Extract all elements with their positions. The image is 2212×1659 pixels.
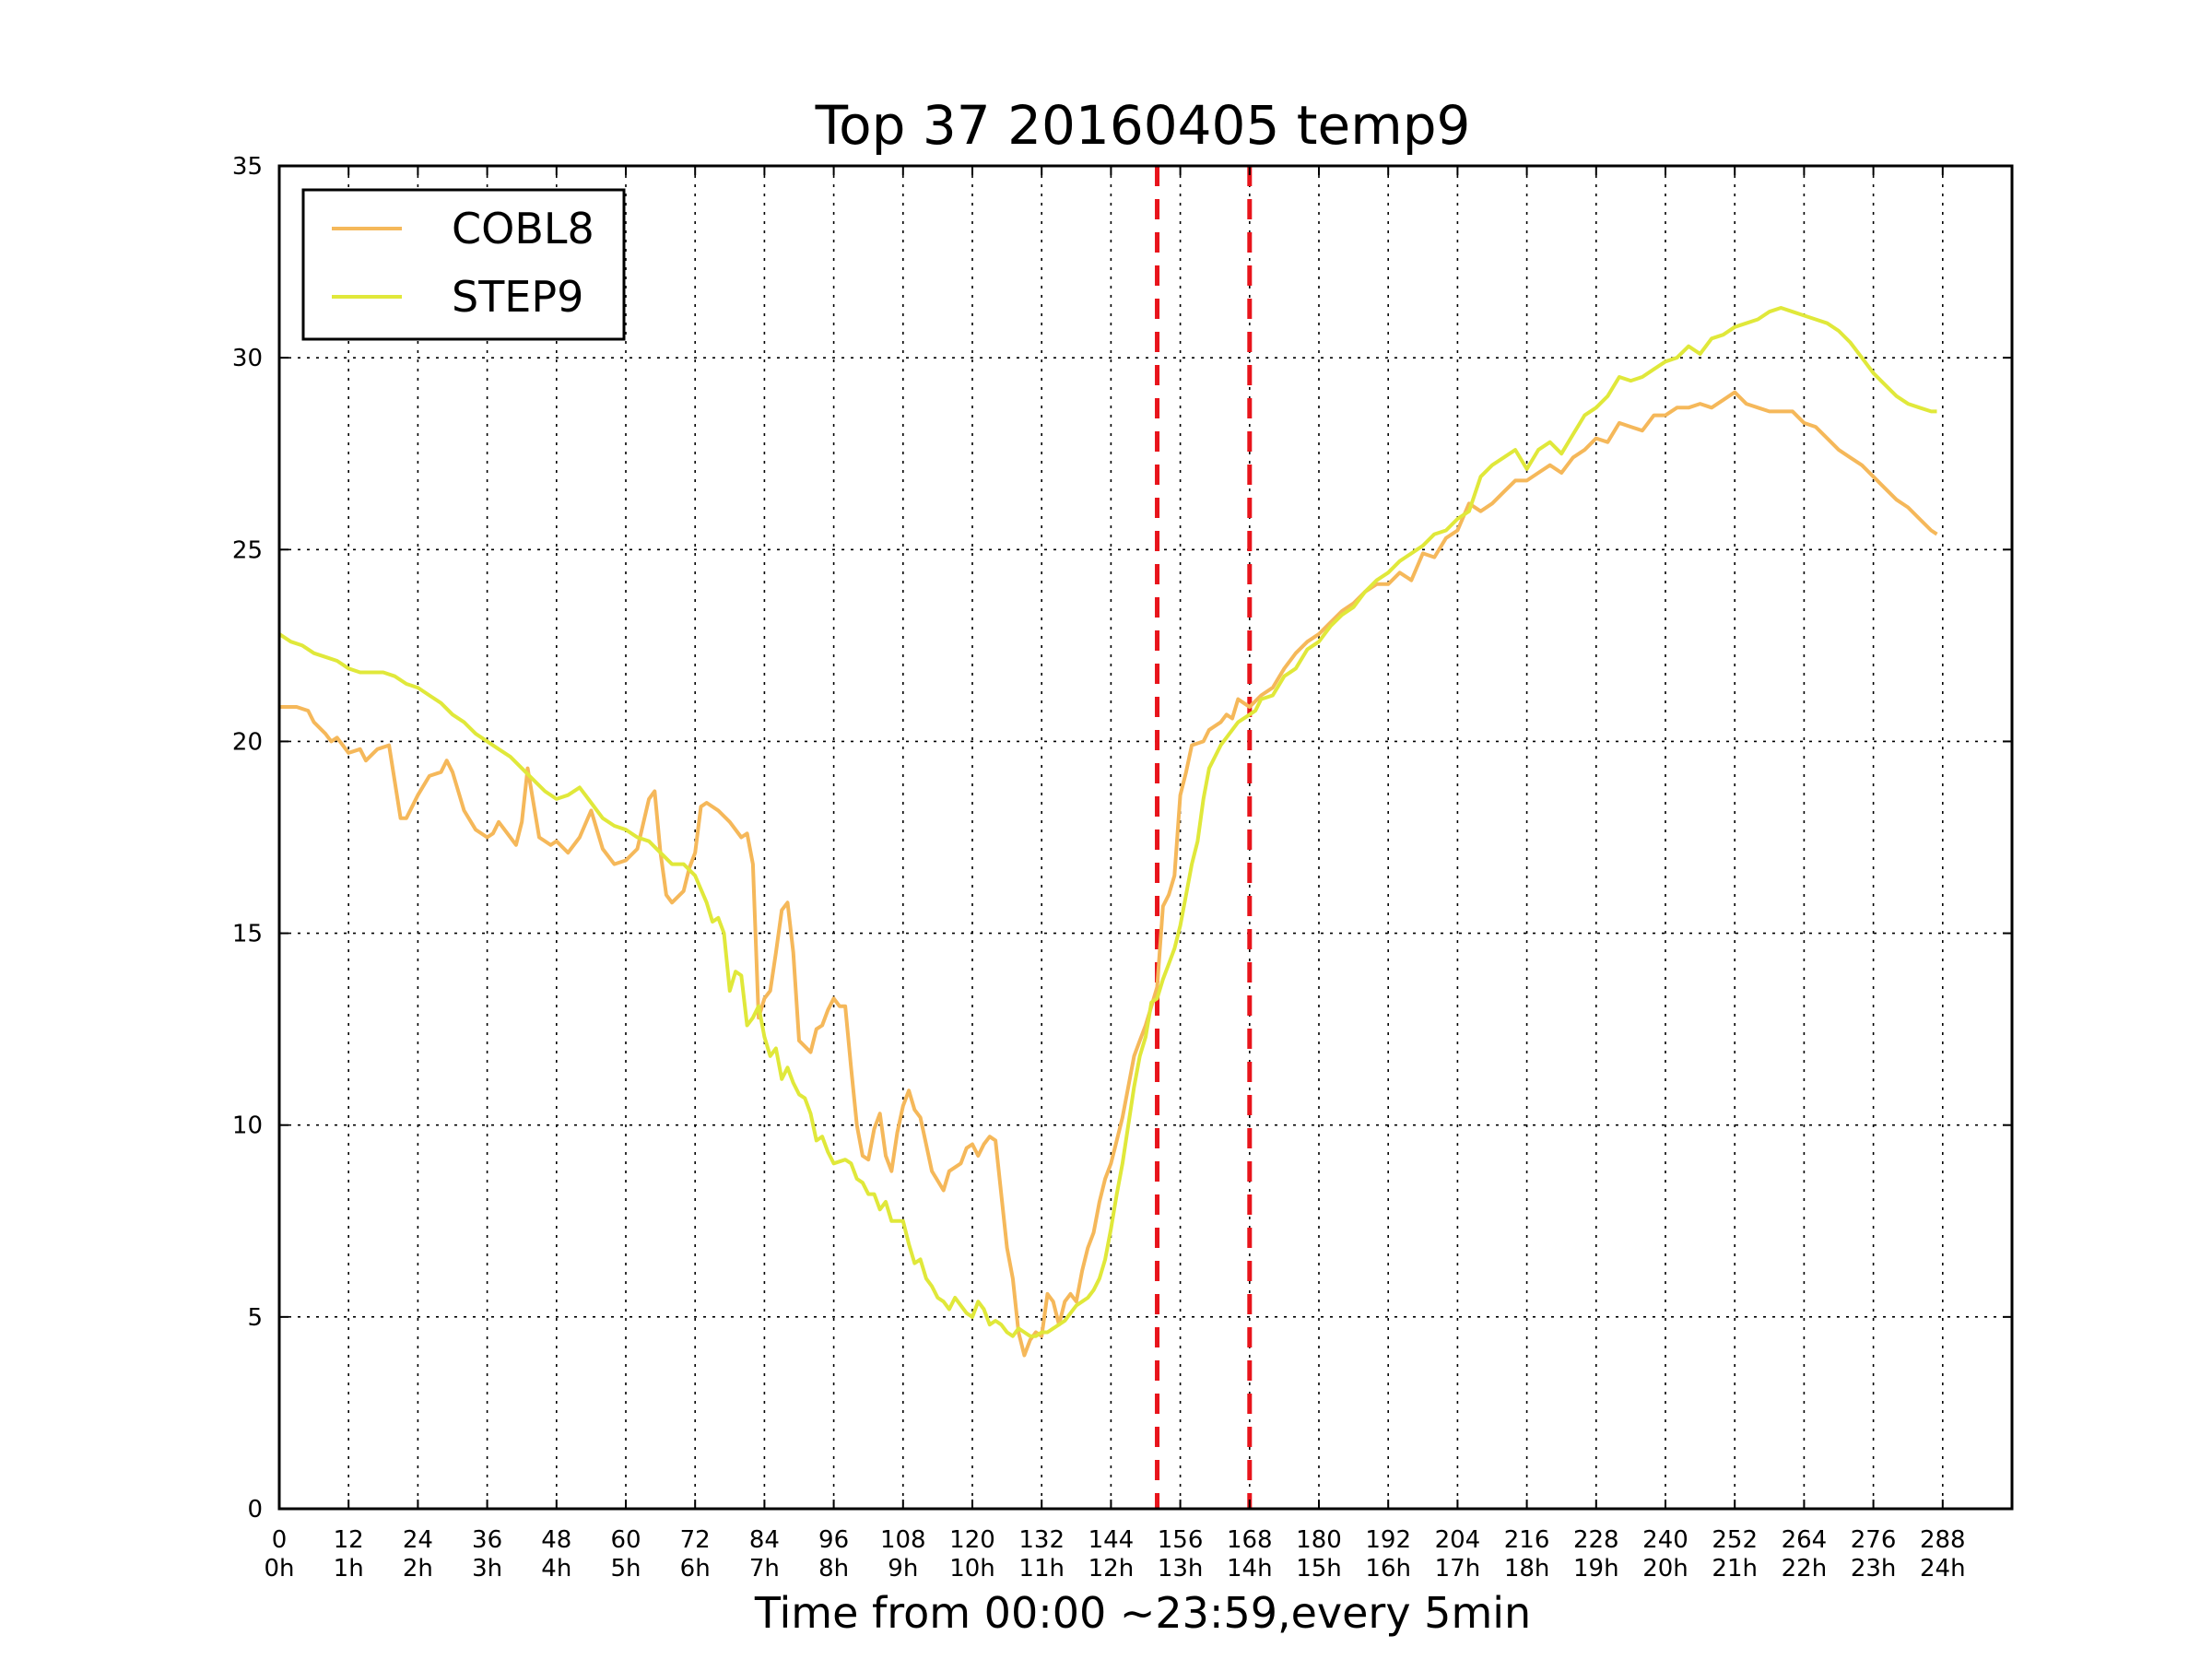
x-tick-sublabel: 18h: [1504, 1555, 1550, 1583]
x-tick-label: 60: [610, 1526, 641, 1554]
x-tick-label: 264: [1782, 1526, 1828, 1554]
x-tick-label: 48: [541, 1526, 571, 1554]
series-line-step9: [277, 306, 1937, 1338]
series-lines: [277, 306, 1938, 1358]
legend-label-step9: STEP9: [452, 272, 583, 322]
y-tick-label: 15: [232, 921, 263, 948]
grid-lines: [279, 166, 2012, 1509]
y-tick-label: 5: [247, 1304, 263, 1332]
x-tick-label: 288: [1920, 1526, 1966, 1554]
x-tick-sublabel: 9h: [888, 1555, 918, 1583]
legend-label-cobl8: COBL8: [452, 204, 594, 253]
x-tick-label: 132: [1018, 1526, 1065, 1554]
y-tick-label: 10: [232, 1112, 263, 1140]
x-tick-sublabel: 21h: [1712, 1555, 1758, 1583]
x-tick-sublabel: 16h: [1365, 1555, 1411, 1583]
x-tick-sublabel: 17h: [1435, 1555, 1481, 1583]
x-tick-label: 180: [1296, 1526, 1342, 1554]
x-tick-label: 228: [1573, 1526, 1619, 1554]
x-tick-sublabel: 4h: [541, 1555, 571, 1583]
y-tick-label: 35: [232, 153, 263, 181]
x-tick-label: 36: [472, 1526, 502, 1554]
x-tick-sublabel: 1h: [334, 1555, 364, 1583]
legend-box: [301, 188, 626, 341]
x-tick-sublabel: 11h: [1018, 1555, 1065, 1583]
x-tick-label: 84: [749, 1526, 780, 1554]
x-tick-label: 156: [1158, 1526, 1204, 1554]
reference-lines: [1155, 166, 1253, 1509]
x-tick-label: 216: [1504, 1526, 1550, 1554]
x-tick-sublabel: 5h: [610, 1555, 641, 1583]
x-tick-sublabel: 23h: [1851, 1555, 1897, 1583]
x-tick-sublabel: 10h: [949, 1555, 995, 1583]
chart-title: Top 37 20160405 temp9: [815, 94, 1471, 157]
x-tick-label: 204: [1435, 1526, 1481, 1554]
x-tick-sublabel: 14h: [1227, 1555, 1273, 1583]
axis-ticks: 00h121h242h363h484h605h726h847h968h1089h…: [232, 153, 2012, 1583]
plot-frame: [277, 164, 2014, 1511]
x-tick-sublabel: 8h: [818, 1555, 849, 1583]
x-tick-label: 12: [334, 1526, 364, 1554]
x-tick-sublabel: 20h: [1642, 1555, 1688, 1583]
x-tick-label: 0: [272, 1526, 288, 1554]
x-tick-sublabel: 13h: [1158, 1555, 1204, 1583]
x-tick-label: 24: [403, 1526, 433, 1554]
x-tick-label: 192: [1365, 1526, 1411, 1554]
x-tick-label: 168: [1227, 1526, 1273, 1554]
x-tick-sublabel: 12h: [1088, 1555, 1135, 1583]
y-tick-label: 0: [247, 1496, 263, 1524]
legend: COBL8 STEP9: [301, 188, 626, 341]
x-tick-sublabel: 22h: [1782, 1555, 1828, 1583]
y-tick-label: 25: [232, 536, 263, 564]
series-line-cobl8: [279, 390, 1938, 1358]
x-tick-sublabel: 3h: [472, 1555, 502, 1583]
x-tick-label: 144: [1088, 1526, 1135, 1554]
x-tick-label: 276: [1851, 1526, 1897, 1554]
y-tick-label: 30: [232, 345, 263, 372]
x-tick-label: 96: [818, 1526, 849, 1554]
x-tick-sublabel: 19h: [1573, 1555, 1619, 1583]
x-tick-sublabel: 15h: [1296, 1555, 1342, 1583]
x-tick-label: 240: [1642, 1526, 1688, 1554]
x-tick-sublabel: 7h: [749, 1555, 780, 1583]
x-tick-label: 108: [880, 1526, 926, 1554]
y-tick-label: 20: [232, 728, 263, 756]
x-tick-sublabel: 24h: [1920, 1555, 1966, 1583]
x-tick-label: 252: [1712, 1526, 1758, 1554]
x-tick-sublabel: 0h: [264, 1555, 294, 1583]
x-tick-label: 72: [680, 1526, 711, 1554]
x-tick-sublabel: 2h: [403, 1555, 433, 1583]
x-tick-label: 120: [949, 1526, 995, 1554]
x-axis-label: Time from 00:00 ~23:59,every 5min: [754, 1588, 1531, 1638]
x-tick-sublabel: 6h: [680, 1555, 711, 1583]
